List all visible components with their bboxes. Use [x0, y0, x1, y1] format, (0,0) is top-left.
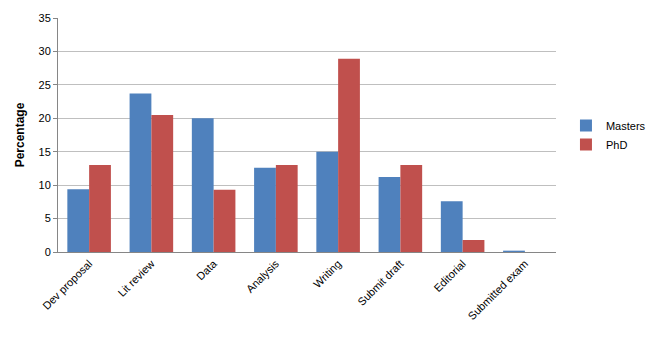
svg-text:30: 30 [39, 45, 51, 57]
svg-text:20: 20 [39, 112, 51, 124]
svg-text:Lit review: Lit review [115, 257, 156, 298]
svg-text:Dev proposal: Dev proposal [40, 258, 94, 312]
svg-text:Submitted exam: Submitted exam [465, 258, 530, 323]
svg-text:25: 25 [39, 79, 51, 91]
svg-text:Writing: Writing [311, 258, 344, 291]
svg-text:Submit draft: Submit draft [355, 258, 405, 308]
svg-text:Editorial: Editorial [431, 258, 468, 295]
svg-text:Masters: Masters [606, 120, 646, 132]
svg-text:Percentage: Percentage [13, 102, 27, 167]
svg-text:5: 5 [45, 212, 51, 224]
svg-text:0: 0 [45, 246, 51, 258]
svg-text:Data: Data [194, 257, 220, 283]
svg-text:Analysis: Analysis [244, 257, 282, 295]
svg-text:15: 15 [39, 146, 51, 158]
svg-text:35: 35 [39, 12, 51, 24]
svg-text:PhD: PhD [606, 139, 627, 151]
svg-text:10: 10 [39, 179, 51, 191]
